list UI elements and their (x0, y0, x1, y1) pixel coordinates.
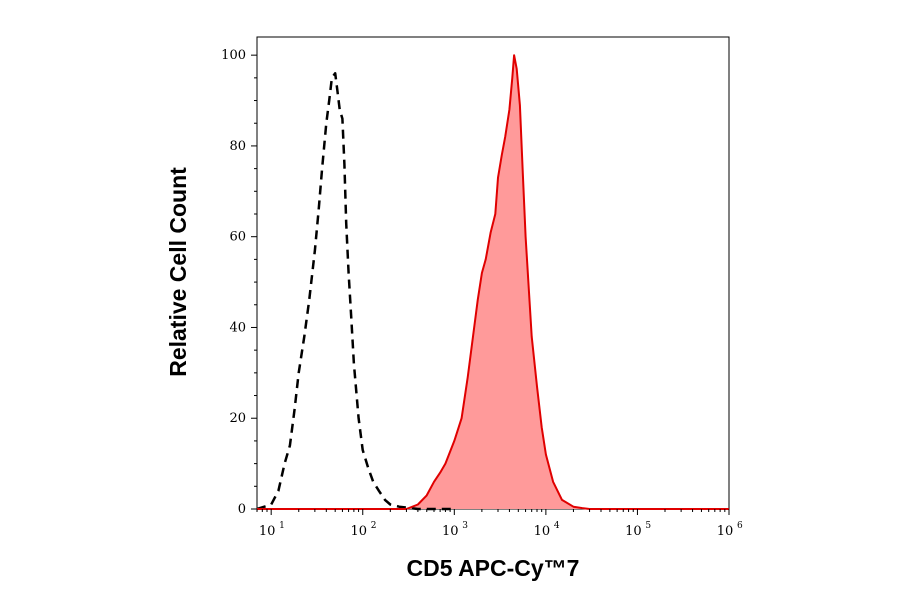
x-tick-label: 10 (534, 524, 551, 539)
x-tick-exponent: 5 (645, 521, 651, 531)
series-line-0 (256, 72, 455, 511)
y-tick-label: 100 (221, 48, 246, 63)
series-fill-1 (257, 55, 729, 509)
y-tick-label: 80 (229, 139, 246, 154)
y-tick-label: 60 (229, 230, 246, 245)
x-tick-label: 10 (625, 524, 642, 539)
x-tick-exponent: 2 (371, 521, 377, 531)
series-line-1 (257, 54, 729, 510)
x-tick-exponent: 1 (279, 521, 285, 531)
x-axis-title: CD5 APC-Cy™7 (407, 555, 580, 581)
series-layer (256, 54, 729, 511)
y-axis-title: Relative Cell Count (165, 167, 191, 377)
y-tick-label: 0 (238, 502, 246, 517)
x-tick-exponent: 6 (737, 521, 743, 531)
y-tick-label: 20 (229, 411, 246, 426)
x-tick-exponent: 3 (462, 521, 468, 531)
x-tick-label: 10 (350, 524, 367, 539)
x-tick-exponent: 4 (554, 521, 560, 531)
x-tick-label: 10 (442, 524, 459, 539)
x-tick-label: 10 (717, 524, 734, 539)
y-tick-label: 40 (229, 320, 246, 335)
x-tick-label: 10 (259, 524, 276, 539)
